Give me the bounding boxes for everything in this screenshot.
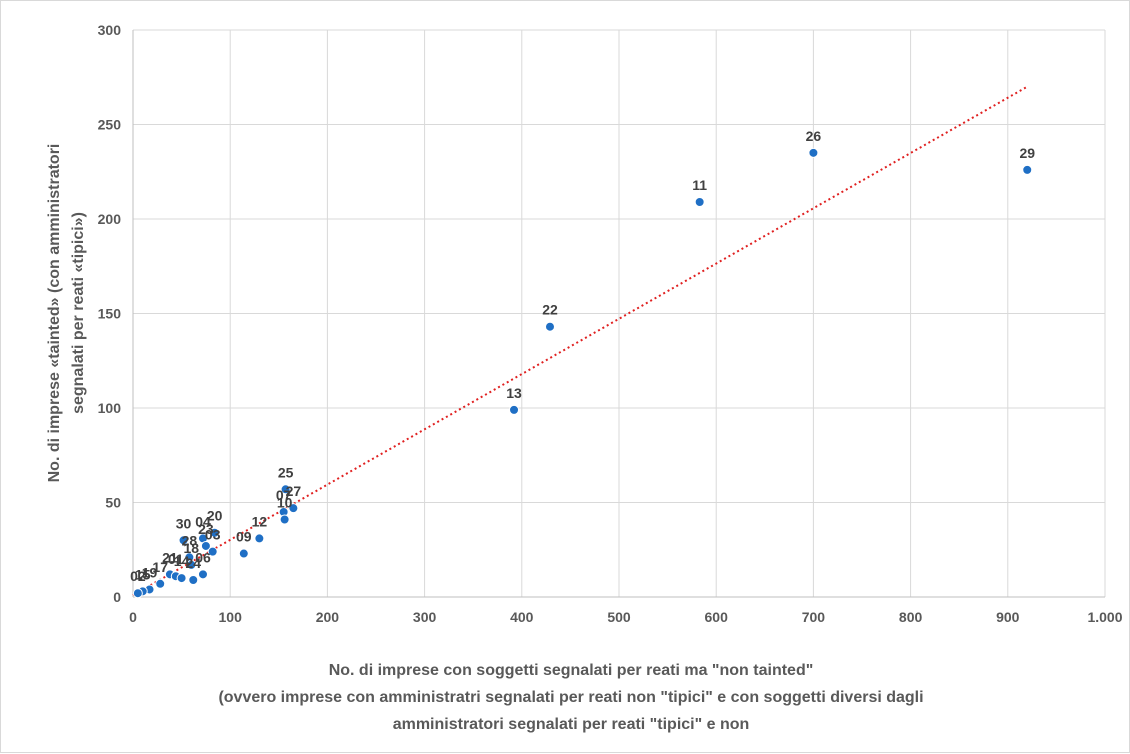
data-label: 09: [236, 529, 252, 545]
y-axis-title: No. di imprese «tainted» (con amministra…: [46, 144, 87, 483]
data-label: 22: [542, 302, 558, 318]
y-tick-label: 50: [105, 495, 121, 511]
x-tick-label: 500: [607, 609, 631, 625]
data-point: [176, 573, 187, 584]
x-tick-label: 100: [219, 609, 243, 625]
data-point: [178, 535, 189, 546]
data-label: 23: [198, 521, 214, 537]
data-point: [238, 548, 249, 559]
data-label: 13: [506, 385, 522, 401]
data-point: [188, 574, 199, 585]
data-label: 15: [135, 566, 151, 582]
data-label: 30: [176, 515, 192, 531]
data-label: 14: [174, 553, 190, 569]
x-tick-label: 1.000: [1087, 609, 1122, 625]
y-tick-label: 150: [98, 306, 122, 322]
data-points: [132, 147, 1033, 599]
data-point: [197, 569, 208, 580]
data-label: 26: [806, 128, 822, 144]
data-point: [1022, 164, 1033, 175]
data-point: [280, 484, 291, 495]
data-point: [209, 527, 220, 538]
y-tick-label: 250: [98, 117, 122, 133]
axes: [132, 30, 1105, 598]
y-tick-label: 0: [113, 589, 121, 605]
data-label: 18: [184, 540, 200, 556]
data-point: [288, 503, 299, 514]
data-point: [544, 321, 555, 332]
data-label: 17: [152, 559, 168, 575]
data-label: 10: [277, 495, 293, 511]
tick-labels: 0 100 200 300 400 500 600 700 800 900 1.0000501001…: [98, 22, 1123, 625]
data-label: 29: [1019, 145, 1035, 161]
data-label: 06: [195, 549, 211, 565]
data-label: 07: [276, 487, 292, 503]
data-point: [155, 578, 166, 589]
data-label: 19: [142, 564, 158, 580]
x-tick-label: 900: [996, 609, 1020, 625]
data-label: 24: [185, 555, 201, 571]
x-tick-label: 300: [413, 609, 437, 625]
data-point: [200, 540, 211, 551]
y-tick-label: 100: [98, 400, 122, 416]
gridlines: [133, 29, 1106, 597]
data-label: 02: [130, 568, 146, 584]
data-point: [132, 588, 143, 599]
data-point: [207, 546, 218, 557]
y-tick-label: 300: [98, 22, 122, 38]
data-point: [509, 404, 520, 415]
data-point: [254, 533, 265, 544]
data-label: 25: [278, 464, 294, 480]
data-label: 11: [692, 177, 707, 193]
data-label: 28: [182, 532, 198, 548]
data-label: 04: [195, 513, 211, 529]
x-axis-title: No. di imprese con soggetti segnalati pe…: [218, 662, 923, 733]
data-point: [808, 147, 819, 158]
y-tick-label: 200: [98, 211, 122, 227]
data-point: [186, 559, 197, 570]
x-tick-label: 600: [705, 609, 729, 625]
data-label: 12: [252, 513, 268, 529]
data-label: 03: [205, 527, 221, 543]
x-tick-label: 0: [129, 609, 137, 625]
data-label: 01: [168, 551, 184, 567]
data-point: [279, 514, 290, 525]
x-tick-label: 400: [510, 609, 534, 625]
data-label: 20: [207, 508, 223, 524]
data-label: 21: [162, 549, 178, 565]
x-tick-label: 700: [802, 609, 826, 625]
data-point: [694, 196, 705, 207]
x-tick-label: 800: [899, 609, 923, 625]
x-tick-label: 200: [316, 609, 340, 625]
data-label: 27: [286, 483, 302, 499]
